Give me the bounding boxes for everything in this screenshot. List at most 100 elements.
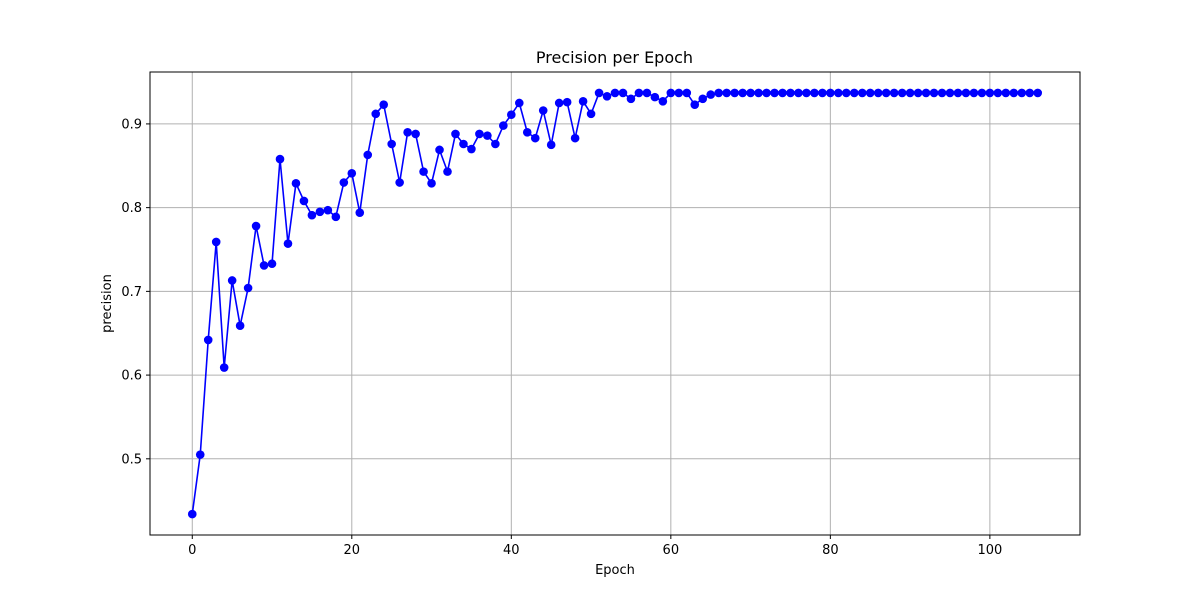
data-point (754, 88, 763, 98)
data-point (594, 88, 604, 98)
data-point (778, 88, 787, 98)
data-point (857, 88, 867, 98)
data-point (267, 259, 277, 269)
x-tick-label: 40 (503, 543, 520, 558)
data-point (275, 154, 285, 164)
data-point (435, 145, 444, 155)
data-point (578, 97, 588, 106)
data-point (403, 127, 412, 137)
data-point (291, 179, 301, 188)
y-tick-label: 0.7 (121, 285, 142, 300)
data-point (586, 109, 596, 119)
data-point (865, 88, 875, 98)
data-point (187, 509, 197, 519)
data-point (913, 88, 923, 98)
data-point (658, 97, 668, 106)
data-point (794, 88, 803, 98)
data-point (530, 133, 540, 143)
data-point (730, 88, 739, 98)
y-axis-label: precision (100, 274, 115, 333)
data-point (738, 88, 747, 98)
data-point (746, 88, 755, 98)
grid-lines (150, 72, 1080, 535)
data-point (427, 179, 436, 188)
data-point (905, 88, 915, 98)
data-point (1025, 88, 1035, 98)
data-point (283, 239, 293, 248)
data-point (802, 88, 811, 98)
data-point (451, 129, 460, 139)
data-point (945, 88, 955, 98)
y-tick-label: 0.5 (121, 452, 142, 467)
data-point (842, 88, 851, 98)
data-point (698, 94, 708, 104)
data-point (826, 88, 835, 98)
data-point (323, 205, 333, 215)
axes-frame (149, 71, 1081, 536)
data-point (570, 133, 580, 143)
data-point (211, 237, 221, 247)
data-point (722, 88, 731, 98)
data-point (762, 88, 771, 98)
data-point (195, 450, 205, 459)
data-point (219, 363, 229, 372)
data-point (834, 88, 843, 98)
data-point (953, 88, 963, 98)
data-point (307, 210, 317, 220)
data-point (483, 131, 492, 140)
data-point (203, 335, 213, 345)
data-point (235, 321, 245, 330)
data-point (714, 88, 723, 98)
data-point (706, 90, 716, 99)
data-point (786, 88, 795, 98)
data-point (1001, 88, 1011, 98)
data-point (251, 221, 261, 231)
data-point (522, 127, 532, 137)
data-point (315, 207, 325, 217)
data-point (1033, 88, 1043, 98)
series-precision (187, 88, 1043, 519)
x-tick-label: 60 (663, 543, 680, 558)
data-point (642, 88, 652, 98)
y-tick-label: 0.6 (121, 369, 142, 384)
data-point (1017, 88, 1027, 98)
y-tick-label: 0.8 (121, 201, 142, 216)
data-point (666, 88, 676, 98)
data-point (889, 88, 899, 98)
data-point (634, 88, 644, 98)
data-point (443, 167, 452, 176)
plot-area (150, 72, 1080, 535)
data-point (682, 88, 692, 98)
data-point (419, 167, 428, 176)
data-point (363, 150, 373, 160)
data-point (331, 212, 341, 222)
data-point (993, 88, 1003, 98)
chart-title: Precision per Epoch (536, 48, 693, 67)
data-point (387, 139, 396, 149)
data-point (538, 106, 548, 115)
data-point (810, 88, 819, 98)
data-point (347, 169, 357, 178)
x-tick-label: 80 (822, 543, 839, 558)
data-point (690, 100, 700, 109)
data-point (961, 88, 971, 98)
x-tick-label: 100 (977, 543, 1002, 558)
data-point (818, 88, 827, 98)
data-point (227, 276, 237, 285)
data-point (459, 139, 468, 149)
data-point (1009, 88, 1019, 98)
data-point (411, 129, 420, 139)
data-point (546, 140, 556, 150)
data-point (849, 88, 859, 98)
data-point (897, 88, 907, 98)
data-point (355, 208, 365, 217)
data-point (507, 110, 516, 119)
data-point (929, 88, 939, 98)
data-point (554, 98, 564, 108)
data-point (618, 88, 628, 98)
data-point (921, 88, 931, 98)
y-axis-ticks: 0.5 0.6 0.7 0.8 0.9 (121, 117, 150, 467)
data-point (499, 121, 508, 130)
